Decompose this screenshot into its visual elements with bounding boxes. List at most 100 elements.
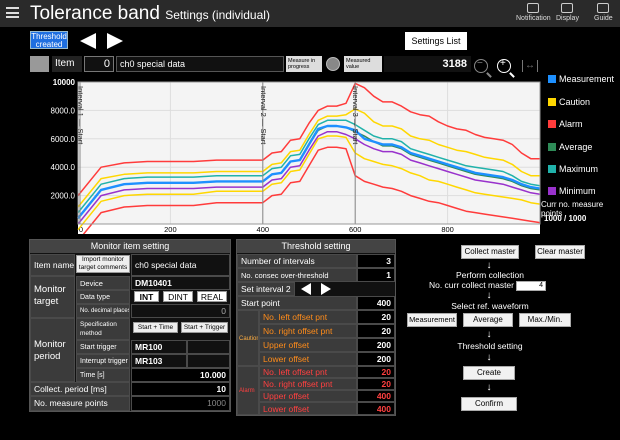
alarm-upper-offset-label: Upper offset bbox=[259, 390, 357, 402]
series-line bbox=[77, 82, 540, 197]
menu-icon[interactable] bbox=[6, 7, 19, 18]
next-arrow-icon[interactable] bbox=[107, 33, 123, 49]
legend-label: Caution bbox=[559, 97, 591, 107]
legend-label: Measurement bbox=[559, 74, 615, 84]
threshold-setting-text: Threshold setting bbox=[457, 341, 523, 351]
perform-collection-text: Perform collection bbox=[455, 270, 525, 280]
device-label: Device bbox=[76, 276, 130, 290]
data-type-real-button[interactable]: REAL bbox=[197, 291, 227, 302]
curr-measure-points-value: 1000 / 1000 bbox=[544, 214, 587, 223]
collect-master-button[interactable]: Collect master bbox=[461, 245, 519, 259]
x-tick-label: 0 bbox=[79, 225, 83, 234]
interval-label: Interval 2 — Start bbox=[259, 86, 268, 145]
time-label: Time [s] bbox=[76, 368, 130, 382]
interval-next-icon[interactable] bbox=[321, 283, 331, 295]
flow-arrow-icon: ↓ bbox=[486, 290, 492, 301]
decimal-places-field[interactable]: 0 bbox=[131, 304, 230, 318]
device-field[interactable]: DM10401 bbox=[131, 276, 230, 290]
start-trigger-method-button[interactable]: Start + Trigger bbox=[181, 322, 228, 333]
data-type-dint-button[interactable]: DINT bbox=[163, 291, 193, 302]
display-button[interactable]: Display bbox=[556, 3, 579, 22]
monitor-panel-title: Monitor item setting bbox=[30, 240, 230, 253]
flow-arrow-icon: ↓ bbox=[486, 260, 492, 271]
threshold-created-button[interactable]: Threshold created bbox=[30, 31, 68, 49]
start-time-button[interactable]: Start + Time bbox=[133, 322, 178, 333]
alarm-right-offset-field[interactable]: 20 bbox=[357, 378, 395, 390]
measure-status-indicator bbox=[326, 57, 340, 71]
clear-master-button[interactable]: Clear master bbox=[535, 245, 585, 259]
notification-button[interactable]: Notification bbox=[516, 3, 551, 22]
previous-arrow-icon[interactable] bbox=[80, 33, 96, 49]
caution-lower-offset-label: Lower offset bbox=[259, 352, 357, 366]
curr-value: 1000 bbox=[544, 214, 562, 223]
caution-left-offset-label: No. left offset pnt bbox=[259, 310, 357, 324]
num-intervals-field[interactable]: 3 bbox=[357, 254, 395, 268]
interrupt-trigger-spacer bbox=[187, 354, 230, 368]
y-tick-label: 6000.0 bbox=[51, 135, 76, 144]
flow-arrow-icon: ↓ bbox=[486, 329, 492, 340]
curr-total: 1000 bbox=[568, 214, 587, 223]
series-line bbox=[77, 130, 541, 225]
caution-left-offset-field[interactable]: 20 bbox=[357, 310, 395, 324]
interval-label: Interval 1 — Start bbox=[76, 86, 85, 145]
measured-value: 3188 bbox=[384, 56, 471, 72]
legend-label: Alarm bbox=[559, 119, 583, 129]
consec-over-field[interactable]: 1 bbox=[357, 268, 395, 282]
display-label: Display bbox=[556, 15, 579, 22]
start-point-field[interactable]: 400 bbox=[357, 296, 395, 310]
create-master-button[interactable]: Create master bbox=[463, 366, 515, 389]
zoom-in-icon[interactable]: + bbox=[497, 58, 511, 73]
caution-right-offset-label: No. right offset pnt bbox=[259, 324, 357, 338]
monitor-target-label: Monitor target bbox=[30, 276, 75, 318]
ref-measurement-button[interactable]: Measurement bbox=[407, 313, 457, 327]
caution-group-label: Caution bbox=[237, 310, 259, 366]
settings-list-button[interactable]: Settings List bbox=[405, 32, 467, 50]
notification-icon bbox=[527, 3, 540, 13]
caution-lower-offset-field[interactable]: 200 bbox=[357, 352, 395, 366]
alarm-group-label: Alarm bbox=[237, 366, 259, 415]
page-title-text: Tolerance band bbox=[30, 3, 160, 24]
ref-maxmin-button[interactable]: Max./Min. bbox=[519, 313, 571, 327]
x-tick-label: 800 bbox=[441, 225, 454, 234]
x-axis-strip bbox=[78, 224, 540, 234]
start-trigger-field[interactable]: MR100 bbox=[131, 340, 187, 354]
collect-master-count-label: No. curr collect master bbox=[428, 280, 514, 290]
item-name-display: ch0 special data bbox=[116, 56, 284, 72]
legend-label: Minimum bbox=[559, 186, 596, 196]
legend-label: Average bbox=[559, 142, 593, 152]
alarm-left-offset-field[interactable]: 20 bbox=[357, 366, 395, 378]
caution-upper-offset-field[interactable]: 200 bbox=[357, 338, 395, 352]
alarm-upper-offset-field[interactable]: 400 bbox=[357, 390, 395, 402]
confirm-master-button[interactable]: Confirm master bbox=[461, 397, 517, 420]
alarm-lower-offset-field[interactable]: 400 bbox=[357, 402, 395, 415]
interval-prev-icon[interactable] bbox=[301, 283, 311, 295]
collect-master-count: 4 bbox=[516, 281, 546, 291]
guide-button[interactable]: Guide bbox=[594, 3, 613, 22]
measure-in-progress-label: Measure in progress bbox=[286, 56, 322, 72]
item-number-field[interactable]: 0 bbox=[84, 56, 114, 72]
legend-item-measurement: Measurement bbox=[548, 74, 614, 86]
legend-item-caution: Caution bbox=[548, 97, 590, 109]
page-title: Tolerance band Settings (individual) bbox=[30, 3, 270, 25]
time-field[interactable]: 10.000 bbox=[131, 368, 230, 382]
legend-item-minimum: Minimum bbox=[548, 186, 596, 198]
y-tick-label: 10000 bbox=[53, 78, 76, 87]
flow-arrow-icon: ↓ bbox=[486, 352, 492, 363]
data-type-label: Data type bbox=[76, 290, 130, 304]
interrupt-trigger-label: Interrupt trigger bbox=[76, 354, 130, 368]
fit-width-icon[interactable]: ↔ bbox=[522, 60, 538, 72]
caution-upper-offset-label: Upper offset bbox=[259, 338, 357, 352]
threshold-setting-panel: Threshold setting Number of intervals 3 … bbox=[236, 239, 396, 416]
start-point-label: Start point bbox=[237, 296, 357, 310]
ref-average-button[interactable]: Average bbox=[463, 313, 513, 327]
zoom-out-icon[interactable]: − bbox=[474, 58, 488, 73]
y-tick-label: 8000.0 bbox=[51, 106, 76, 115]
page-subtitle: Settings (individual) bbox=[165, 8, 270, 22]
import-comments-button[interactable]: Import monitor target comments bbox=[76, 255, 130, 273]
caution-right-offset-field[interactable]: 20 bbox=[357, 324, 395, 338]
monitor-item-panel: Monitor item setting Item name Import mo… bbox=[29, 239, 231, 412]
data-type-int-button[interactable]: INT bbox=[134, 291, 159, 302]
item-name-value[interactable]: ch0 special data bbox=[131, 254, 230, 276]
collect-period-field[interactable]: 10 bbox=[131, 382, 230, 396]
interrupt-trigger-field[interactable]: MR103 bbox=[131, 354, 187, 368]
